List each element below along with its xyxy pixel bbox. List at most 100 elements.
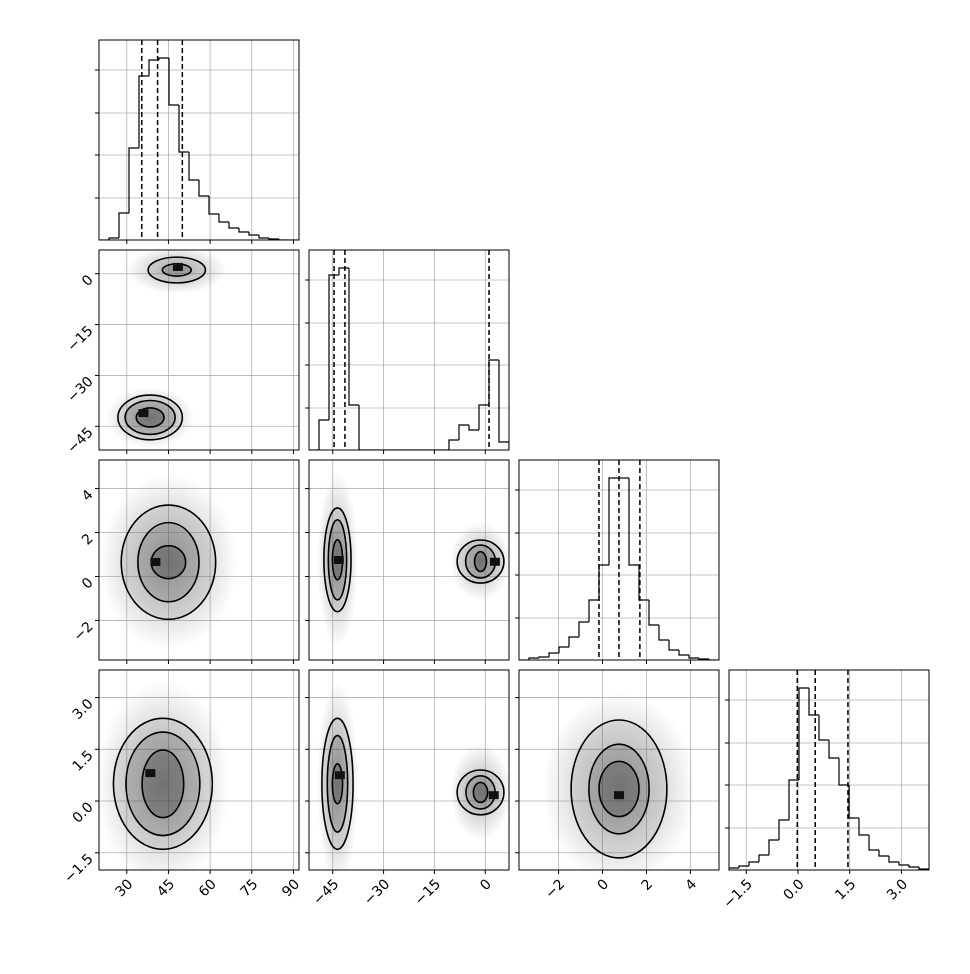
y-tick-label: −45	[64, 425, 96, 457]
histogram-step	[468, 425, 479, 431]
histogram-step	[348, 268, 359, 406]
histogram-step	[638, 565, 649, 601]
histogram-step	[668, 640, 679, 651]
histogram-step	[138, 75, 149, 148]
histogram-step	[648, 600, 659, 626]
panel	[729, 670, 929, 870]
histogram-step	[818, 715, 829, 741]
histogram-step	[188, 152, 199, 181]
contour	[125, 731, 201, 837]
histogram-step	[458, 424, 469, 440]
contour	[331, 762, 344, 805]
y-tick-label: 3.0	[70, 696, 97, 723]
density-core	[334, 771, 345, 780]
y-tick-label: 1.5	[70, 748, 97, 775]
density-core	[488, 791, 499, 800]
panel-frame	[518, 459, 720, 661]
x-tick-label: 0	[477, 876, 495, 894]
panel	[309, 460, 509, 660]
density-core	[614, 791, 624, 800]
x-tick-label: 60	[196, 876, 220, 900]
contour	[112, 717, 214, 851]
histogram-step	[108, 237, 119, 240]
y-tick-label: 0	[79, 575, 97, 593]
y-tick-label: 0.0	[70, 799, 97, 826]
histogram-step	[148, 59, 159, 76]
panel	[309, 250, 509, 450]
y-tick-label: 2	[79, 531, 97, 549]
x-tick-label: 30	[113, 876, 137, 900]
contour	[598, 760, 640, 818]
contour	[124, 399, 176, 436]
panel-frame	[98, 39, 300, 241]
x-tick-label: 3.0	[884, 876, 911, 903]
histogram-step	[128, 147, 139, 213]
histogram-step	[768, 839, 779, 855]
histogram-step	[628, 478, 639, 566]
histogram-step	[538, 656, 549, 658]
x-tick-label: −2	[542, 876, 568, 902]
sample-cloud	[542, 692, 696, 870]
histogram-step	[328, 274, 339, 420]
panel-frame	[308, 459, 510, 661]
contour	[326, 734, 349, 833]
contour	[117, 394, 184, 441]
x-tick-label: 0.0	[781, 876, 808, 903]
histogram-step	[708, 659, 719, 660]
panel	[309, 670, 509, 870]
panel-frame	[98, 249, 300, 451]
histogram-step	[168, 58, 179, 106]
histogram-step	[238, 228, 249, 233]
x-tick-label: 75	[238, 876, 262, 900]
histogram-step	[568, 636, 579, 647]
histogram-step	[888, 856, 899, 863]
panel	[99, 460, 299, 660]
x-tick-label: 1.5	[832, 876, 859, 903]
histogram-step	[868, 835, 879, 851]
histogram-step	[688, 655, 699, 659]
histogram-step	[318, 419, 329, 450]
histogram-step	[738, 865, 749, 868]
sample-cloud	[126, 250, 227, 294]
histogram-step	[678, 650, 689, 656]
histogram-step	[698, 658, 709, 660]
histogram-step	[838, 758, 849, 786]
sample-cloud	[99, 680, 230, 870]
histogram-step	[828, 740, 839, 759]
contour	[472, 781, 489, 804]
histogram-step	[258, 235, 269, 239]
histogram-step	[358, 405, 369, 450]
histogram-step	[778, 819, 789, 840]
histogram-step	[248, 232, 259, 236]
histogram-step	[498, 360, 509, 450]
histogram-step	[898, 862, 909, 866]
panel-frame	[728, 669, 930, 871]
panel-frame	[98, 459, 300, 661]
histogram-step	[788, 779, 799, 820]
histogram-step	[278, 239, 289, 240]
panel	[99, 670, 299, 870]
x-tick-label: 90	[279, 876, 303, 900]
panel-frame	[518, 669, 720, 871]
contour	[588, 743, 650, 835]
histogram-step	[798, 687, 809, 780]
histogram-step	[448, 439, 459, 450]
x-tick-label: 4	[682, 876, 700, 894]
y-tick-label: −30	[64, 374, 96, 406]
histogram-step	[478, 404, 489, 430]
x-tick-label: −1.5	[721, 876, 756, 911]
panel-background	[729, 670, 929, 870]
contour	[141, 749, 185, 819]
contour	[120, 504, 217, 621]
histogram-step	[918, 867, 929, 870]
histogram-step	[578, 621, 589, 637]
histogram-step	[198, 180, 209, 197]
x-tick-label: −45	[310, 876, 342, 908]
histogram-step	[658, 625, 669, 641]
x-tick-label: 0	[595, 876, 613, 894]
density-core	[145, 769, 156, 778]
density-core	[489, 557, 500, 566]
histogram-step	[608, 477, 619, 565]
